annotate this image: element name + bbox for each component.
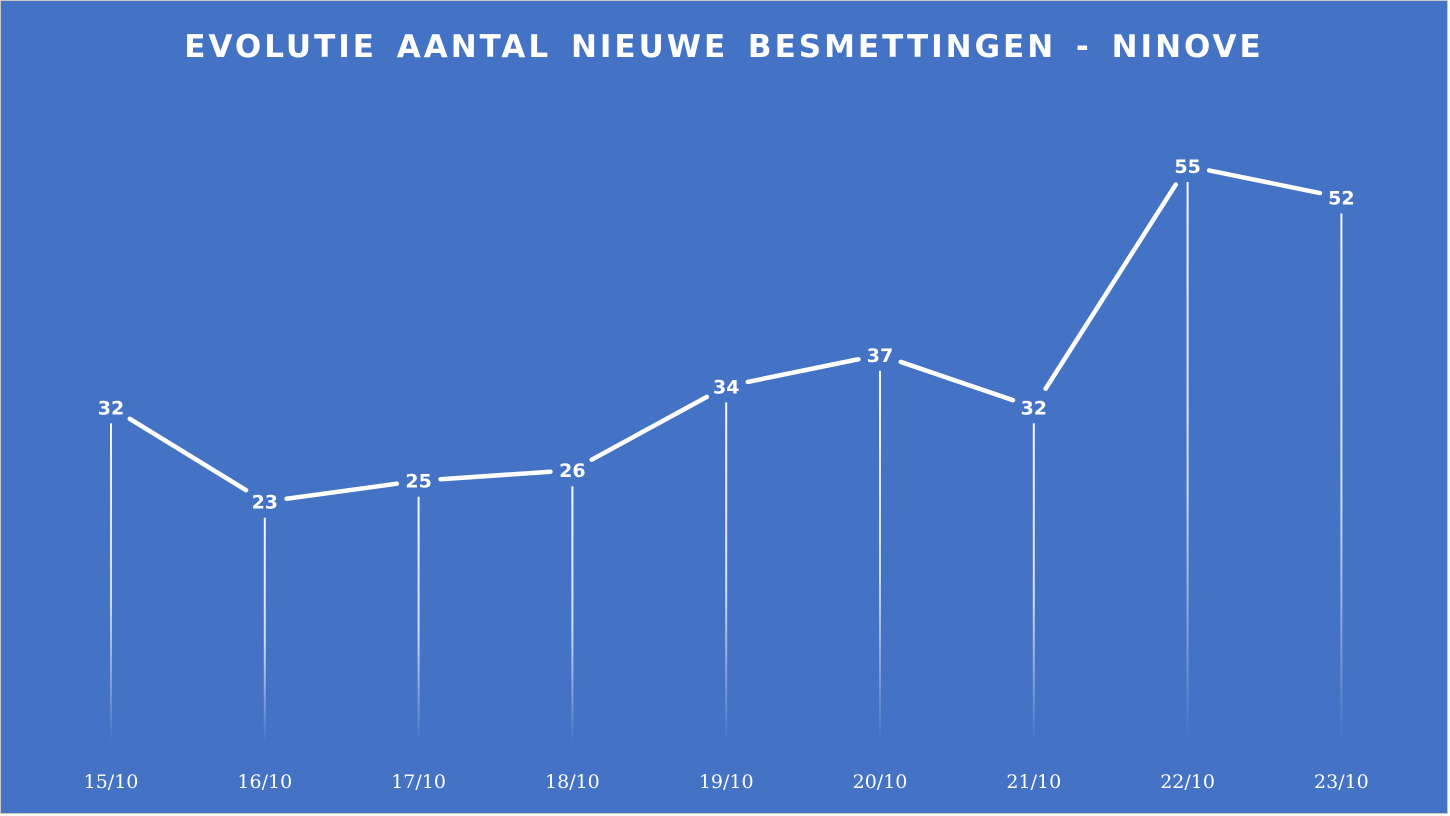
series-line-segment — [1043, 182, 1179, 391]
data-label: 52 — [1328, 187, 1354, 209]
drop-line — [1186, 182, 1189, 743]
x-tick-label: 15/10 — [84, 771, 139, 793]
x-tick-label: 17/10 — [391, 771, 446, 793]
drop-line — [1340, 213, 1343, 744]
data-labels: 32 23 25 26 34 37 32 55 52 — [98, 156, 1355, 514]
x-axis: 15/10 16/10 17/10 18/10 19/10 20/10 21/10 22/10… — [84, 771, 1369, 793]
data-label: 32 — [98, 397, 124, 419]
data-label: 32 — [1021, 397, 1047, 419]
data-label: 25 — [405, 471, 431, 493]
data-label: 37 — [867, 345, 893, 367]
drop-line — [571, 486, 574, 743]
series-line-segment — [589, 394, 710, 462]
x-tick-label: 19/10 — [699, 771, 754, 793]
drop-line — [417, 496, 420, 743]
drop-line — [725, 402, 728, 743]
drop-line — [263, 517, 266, 743]
series-line-segment — [284, 481, 400, 501]
x-tick-label: 23/10 — [1314, 771, 1369, 793]
drop-lines — [110, 182, 1343, 744]
x-tick-label: 16/10 — [237, 771, 292, 793]
data-label: 55 — [1174, 156, 1200, 178]
series-line-segment — [745, 356, 861, 385]
series-line-segment — [898, 359, 1016, 403]
x-tick-label: 22/10 — [1160, 771, 1215, 793]
data-label: 23 — [252, 492, 278, 514]
data-label: 34 — [713, 376, 739, 398]
x-tick-label: 21/10 — [1006, 771, 1061, 793]
drop-line — [879, 370, 881, 743]
chart-title: EVOLUTIE AANTAL NIEUWE BESMETTINGEN - NI… — [184, 29, 1264, 65]
series-line-segment — [127, 416, 249, 493]
series-line-segment — [1206, 168, 1323, 196]
drop-line — [1032, 423, 1035, 743]
data-label: 26 — [559, 460, 585, 482]
series-group — [127, 168, 1323, 501]
series-line-segment — [438, 469, 553, 482]
x-tick-label: 18/10 — [545, 771, 600, 793]
x-tick-label: 20/10 — [853, 771, 908, 793]
drop-line — [110, 423, 112, 743]
